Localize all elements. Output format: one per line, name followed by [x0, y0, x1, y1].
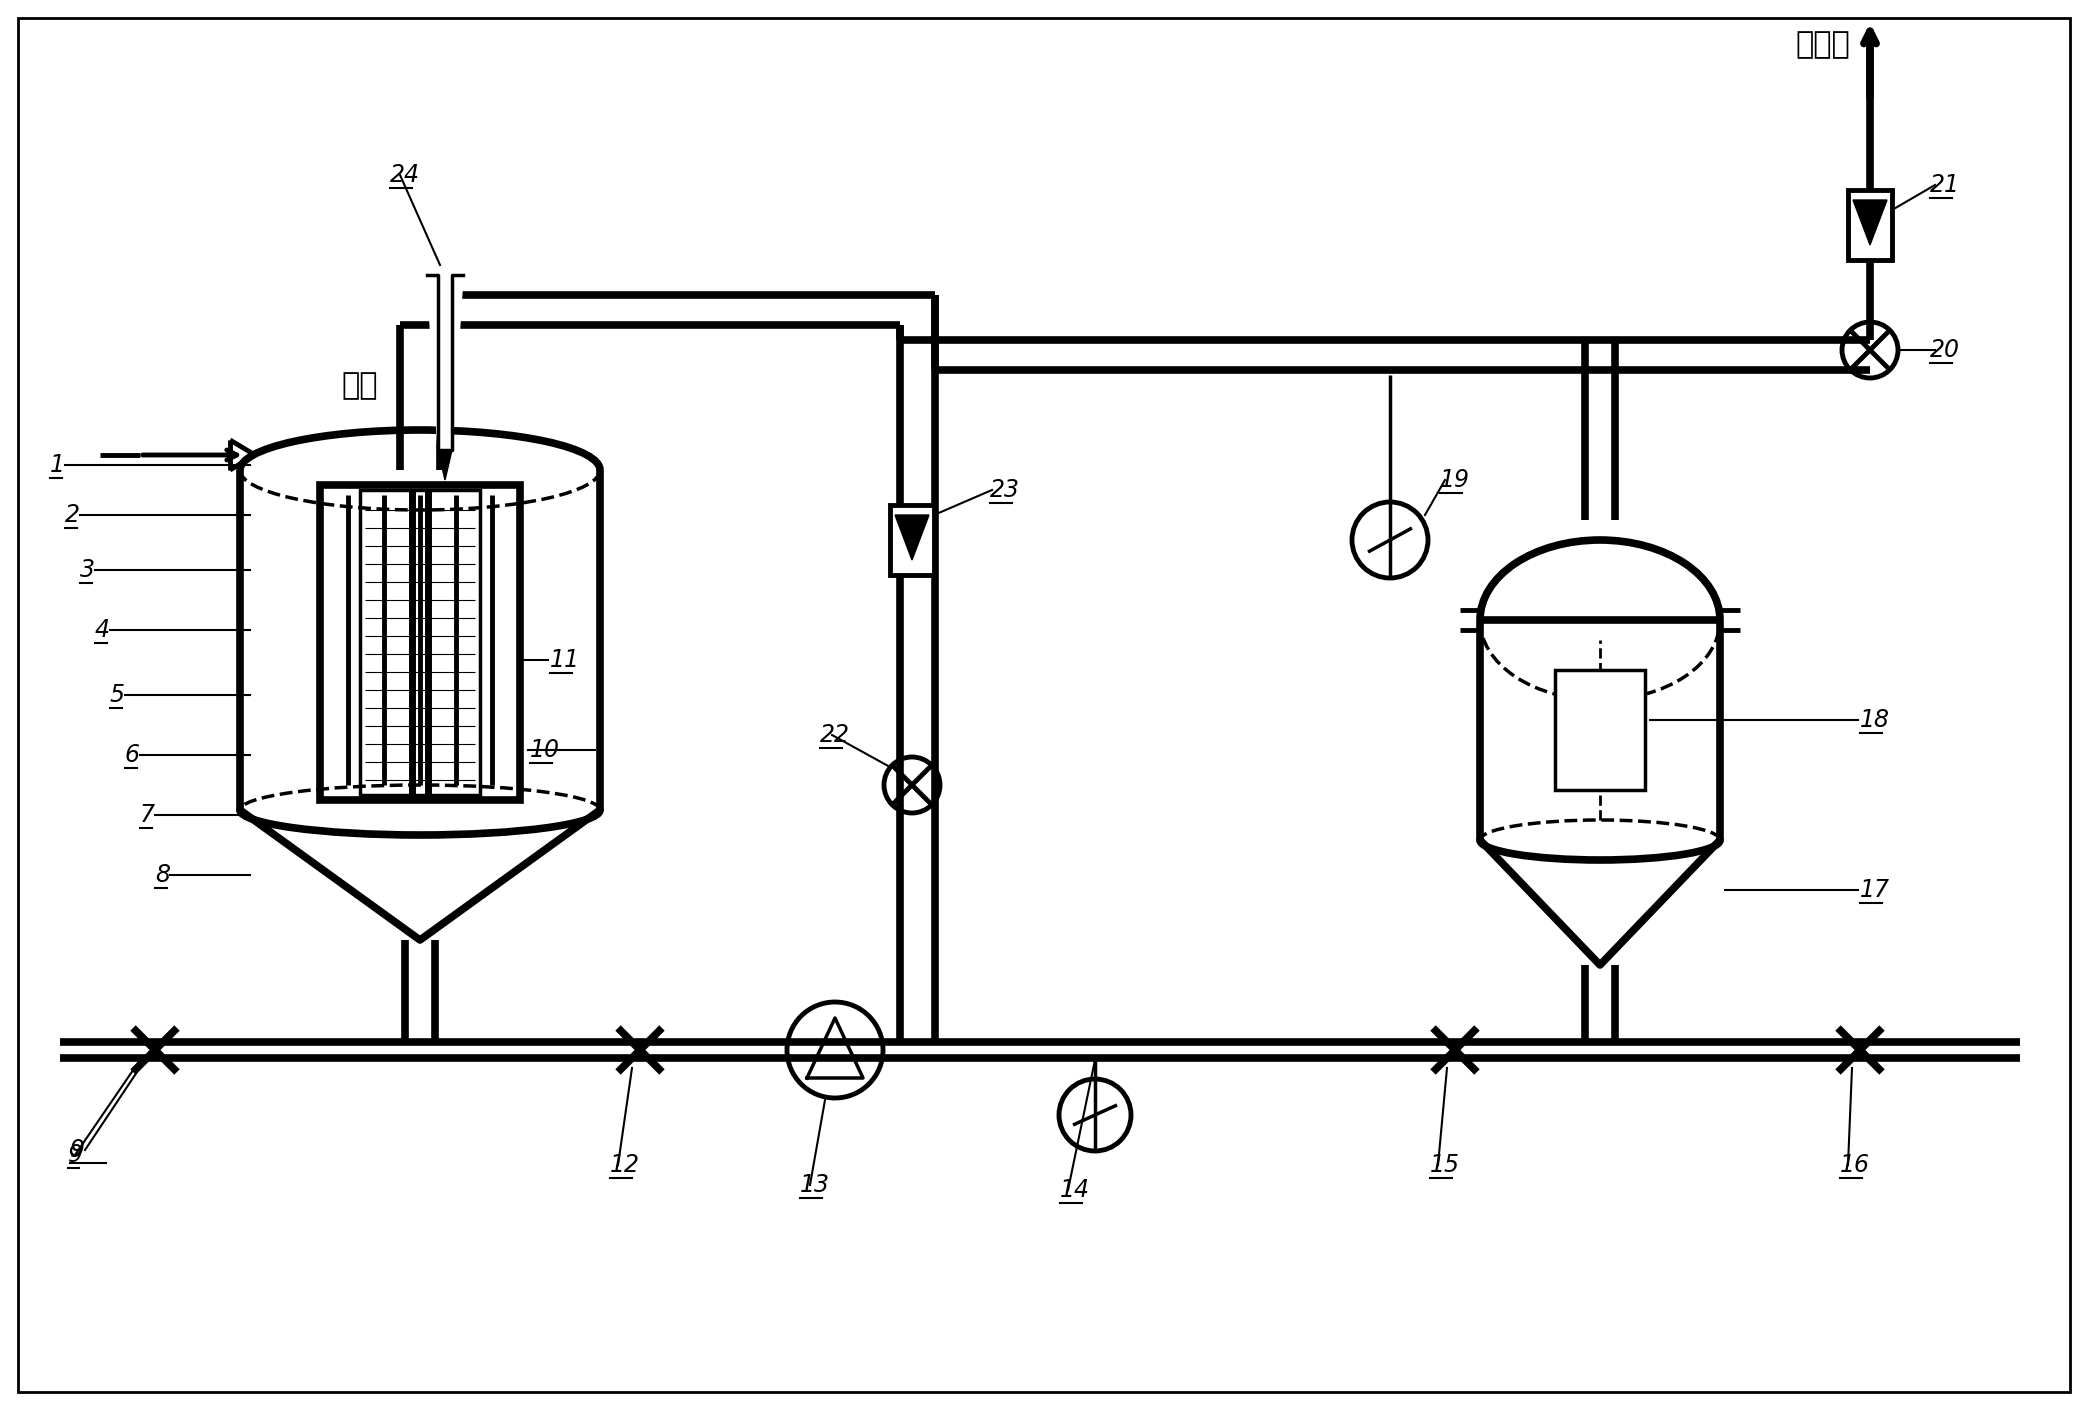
Polygon shape: [896, 515, 929, 560]
Bar: [1848, 190, 1892, 259]
Text: 7: 7: [140, 804, 155, 828]
Text: 11: 11: [549, 649, 580, 673]
Text: 3: 3: [79, 558, 94, 582]
Bar: [319, 485, 520, 799]
Polygon shape: [428, 275, 464, 450]
Text: 2: 2: [65, 503, 79, 527]
Text: 15: 15: [1430, 1153, 1460, 1177]
Bar: [889, 505, 933, 575]
Text: 21: 21: [1929, 173, 1961, 197]
Polygon shape: [438, 450, 451, 479]
Text: 5: 5: [111, 682, 125, 706]
Polygon shape: [1852, 200, 1888, 245]
Text: 10: 10: [530, 737, 560, 761]
Text: 12: 12: [610, 1153, 641, 1177]
Text: 空气: 空气: [342, 371, 378, 400]
Text: 9: 9: [71, 1138, 86, 1162]
Text: 9: 9: [69, 1144, 84, 1167]
Text: 24: 24: [390, 164, 420, 188]
Text: 6: 6: [125, 743, 140, 767]
Text: 14: 14: [1061, 1177, 1090, 1201]
Text: 19: 19: [1441, 468, 1470, 492]
Text: 合格水: 合格水: [1796, 31, 1850, 59]
Text: 17: 17: [1860, 878, 1890, 902]
Text: 1: 1: [50, 453, 65, 477]
Text: 18: 18: [1860, 708, 1890, 732]
Bar: [359, 491, 480, 795]
Text: 4: 4: [94, 618, 111, 642]
Bar: [1556, 670, 1645, 790]
Text: 20: 20: [1929, 338, 1961, 362]
Text: 16: 16: [1840, 1153, 1871, 1177]
Text: 23: 23: [990, 478, 1021, 502]
Text: 8: 8: [155, 863, 169, 887]
Text: 13: 13: [800, 1173, 831, 1197]
Text: 22: 22: [821, 723, 850, 747]
